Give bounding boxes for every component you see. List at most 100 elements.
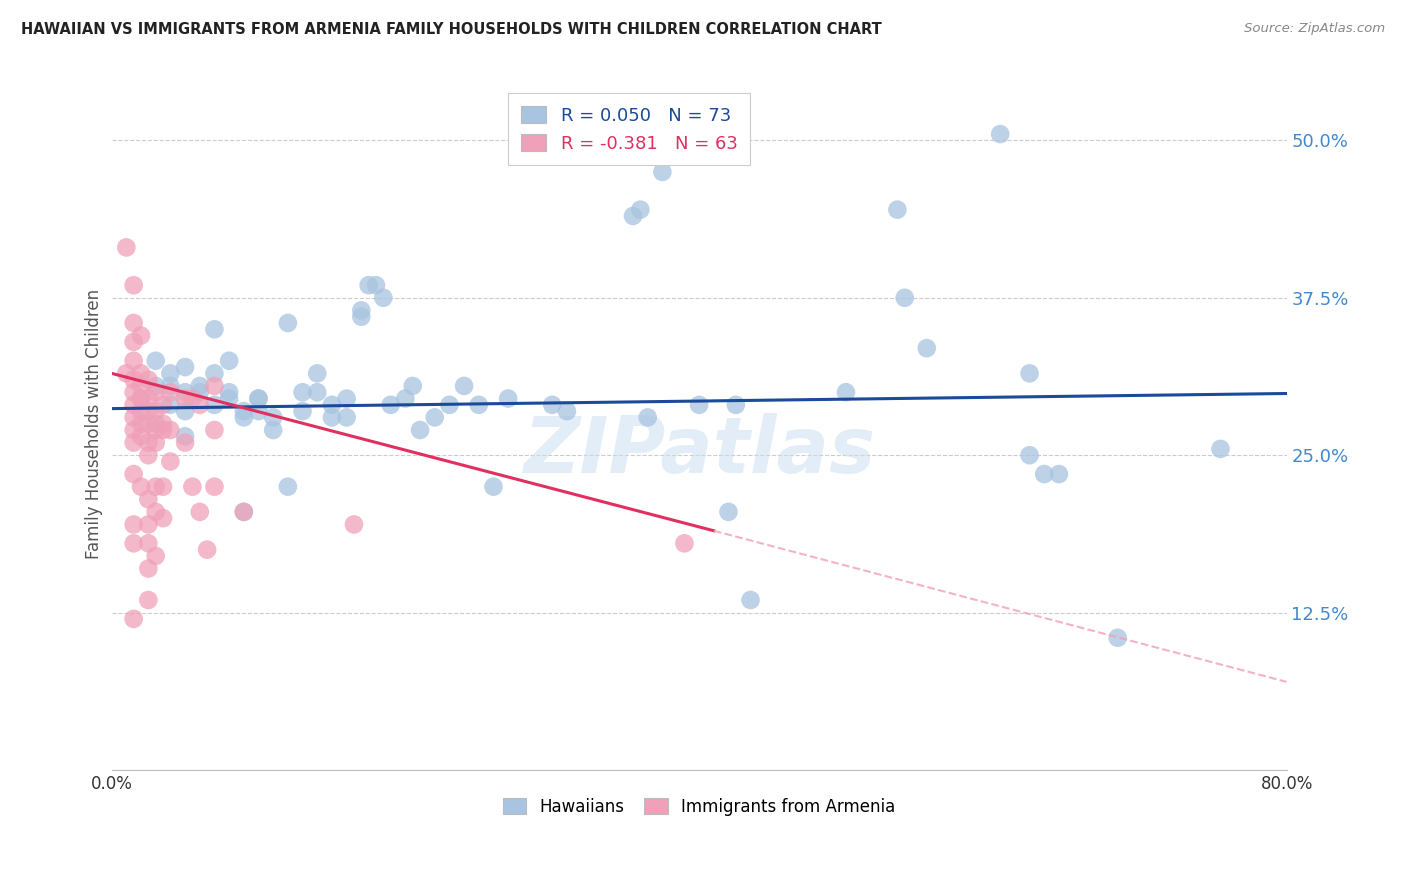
Point xyxy=(204,379,226,393)
Point xyxy=(307,367,329,381)
Legend: Hawaiians, Immigrants from Armenia: Hawaiians, Immigrants from Armenia xyxy=(495,789,904,824)
Point xyxy=(138,593,160,607)
Point xyxy=(122,467,145,481)
Point xyxy=(277,480,299,494)
Point xyxy=(291,385,314,400)
Point xyxy=(628,202,651,217)
Point xyxy=(496,392,519,406)
Point xyxy=(232,505,254,519)
Point xyxy=(122,353,145,368)
Point xyxy=(122,316,145,330)
Point xyxy=(145,404,167,418)
Point xyxy=(174,404,197,418)
Point xyxy=(138,448,160,462)
Point xyxy=(651,165,673,179)
Point xyxy=(138,373,160,387)
Point xyxy=(232,505,254,519)
Point xyxy=(138,404,160,418)
Point xyxy=(262,410,284,425)
Point xyxy=(138,492,160,507)
Point xyxy=(350,310,373,324)
Point xyxy=(145,417,167,431)
Point xyxy=(174,359,197,374)
Point xyxy=(204,423,226,437)
Point xyxy=(195,542,218,557)
Text: Source: ZipAtlas.com: Source: ZipAtlas.com xyxy=(1244,22,1385,36)
Point xyxy=(188,385,211,400)
Point xyxy=(1107,631,1129,645)
Point xyxy=(138,517,160,532)
Text: HAWAIIAN VS IMMIGRANTS FROM ARMENIA FAMILY HOUSEHOLDS WITH CHILDREN CORRELATION : HAWAIIAN VS IMMIGRANTS FROM ARMENIA FAMI… xyxy=(21,22,882,37)
Point xyxy=(159,367,181,381)
Point xyxy=(145,379,167,393)
Point xyxy=(188,398,211,412)
Point xyxy=(122,423,145,437)
Point xyxy=(373,291,395,305)
Point xyxy=(181,392,204,406)
Point xyxy=(1018,448,1040,462)
Point xyxy=(129,480,152,494)
Point xyxy=(152,417,174,431)
Point xyxy=(336,410,359,425)
Point xyxy=(673,536,696,550)
Point xyxy=(174,392,197,406)
Point xyxy=(115,367,138,381)
Point xyxy=(453,379,475,393)
Point xyxy=(380,398,402,412)
Point xyxy=(129,429,152,443)
Point xyxy=(336,392,359,406)
Point xyxy=(277,316,299,330)
Point xyxy=(988,127,1011,141)
Point xyxy=(364,278,387,293)
Point xyxy=(307,385,329,400)
Point xyxy=(138,435,160,450)
Point xyxy=(886,202,908,217)
Point xyxy=(218,392,240,406)
Point xyxy=(115,240,138,254)
Text: ZIPatlas: ZIPatlas xyxy=(523,413,875,490)
Point xyxy=(129,417,152,431)
Point xyxy=(541,398,564,412)
Point xyxy=(122,410,145,425)
Point xyxy=(204,480,226,494)
Point xyxy=(129,392,152,406)
Point xyxy=(621,209,644,223)
Point xyxy=(122,536,145,550)
Point xyxy=(717,505,740,519)
Point xyxy=(439,398,461,412)
Point xyxy=(724,398,747,412)
Point xyxy=(159,454,181,468)
Point xyxy=(402,379,425,393)
Point xyxy=(188,505,211,519)
Point xyxy=(122,385,145,400)
Point xyxy=(247,404,270,418)
Point xyxy=(232,410,254,425)
Point xyxy=(129,328,152,343)
Point xyxy=(1033,467,1056,481)
Point xyxy=(145,385,167,400)
Point xyxy=(394,392,416,406)
Point xyxy=(122,435,145,450)
Point xyxy=(152,480,174,494)
Point xyxy=(122,398,145,412)
Point xyxy=(145,353,167,368)
Point xyxy=(159,423,181,437)
Point xyxy=(122,278,145,293)
Point xyxy=(145,480,167,494)
Point xyxy=(218,385,240,400)
Point xyxy=(145,435,167,450)
Point xyxy=(835,385,858,400)
Point xyxy=(145,549,167,563)
Point xyxy=(204,367,226,381)
Point xyxy=(321,410,343,425)
Point xyxy=(129,379,152,393)
Point xyxy=(159,398,181,412)
Point xyxy=(122,612,145,626)
Point xyxy=(138,536,160,550)
Point xyxy=(218,353,240,368)
Point xyxy=(423,410,446,425)
Point xyxy=(915,341,938,355)
Point xyxy=(468,398,491,412)
Point xyxy=(893,291,915,305)
Point xyxy=(159,379,181,393)
